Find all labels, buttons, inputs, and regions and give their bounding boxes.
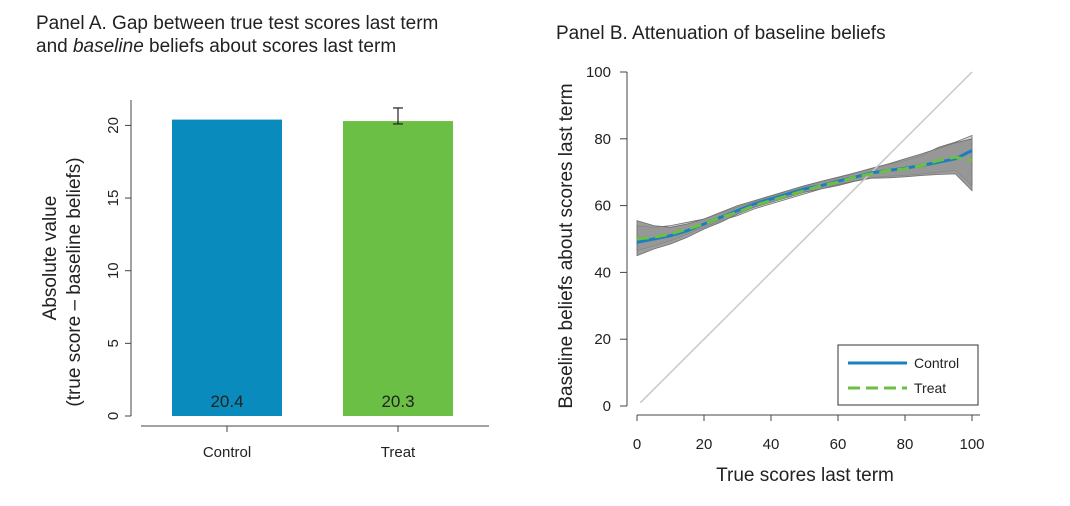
panel-a-bar-chart: 0 5 10 15 20 Control Treat 20.4 20.3 Absolute … [40, 100, 489, 461]
legend-label-control: Control [914, 355, 959, 371]
panel-a-title: Panel A. Gap between true test scores la… [36, 12, 438, 58]
panel-a-ylabel-line2: (true score – baseline beliefs) [64, 157, 85, 406]
panel-a-title-line1: Panel A. Gap between true test scores la… [36, 13, 439, 34]
panel-a-ytick-label: 10 [105, 262, 122, 279]
panel-a-ytick-label: 0 [105, 412, 122, 420]
ci-band-control [636, 138, 973, 257]
legend-box [837, 344, 979, 406]
bar-control [172, 119, 282, 416]
panel-a-ytick-label: 20 [105, 117, 122, 134]
bar-value-label-treat: 20.3 [381, 392, 414, 411]
reference-45-line [639, 71, 973, 404]
panel-a-xtick-label-control: Control [203, 444, 251, 461]
panel-b-ylabel: Baseline beliefs about scores last term [556, 83, 577, 408]
panel-b-ytick-label: 20 [594, 331, 611, 348]
panel-b-xtick-label: 100 [959, 436, 984, 453]
panel-a-xtick-label-treat: Treat [381, 444, 416, 461]
panel-a-ytick-label: 5 [105, 339, 122, 347]
panel-b-ytick-label: 40 [594, 264, 611, 281]
panel-a-ylabel-line1: Absolute value [40, 196, 61, 321]
bar-value-label-control: 20.4 [210, 392, 243, 411]
panel-b-xtick-label: 0 [633, 436, 641, 453]
panel-a-title-line2: and baseline beliefs about scores last t… [36, 36, 397, 57]
series-line-control [636, 149, 973, 244]
panel-b-xtick-label: 80 [897, 436, 914, 453]
panel-b-ytick-label: 100 [586, 64, 611, 81]
series-line-treat [636, 155, 973, 241]
panel-b-ytick-label: 80 [594, 131, 611, 148]
panel-b-legend: Control Treat [837, 344, 979, 406]
panel-b-ytick-label: 0 [603, 398, 611, 415]
error-bar-treat [393, 107, 403, 125]
panel-b-ytick-label: 60 [594, 198, 611, 215]
bar-treat [343, 121, 453, 416]
ci-band-treat [636, 134, 973, 252]
panel-b-title: Panel B. Attenuation of baseline beliefs [556, 23, 886, 44]
panel-b-xtick-label: 20 [696, 436, 713, 453]
panel-b-xlabel: True scores last term [716, 465, 894, 486]
panel-a-ytick-label: 15 [105, 190, 122, 207]
panel-b-xtick-label: 40 [763, 436, 780, 453]
panel-b-xtick-label: 60 [830, 436, 847, 453]
legend-label-treat: Treat [914, 380, 946, 396]
